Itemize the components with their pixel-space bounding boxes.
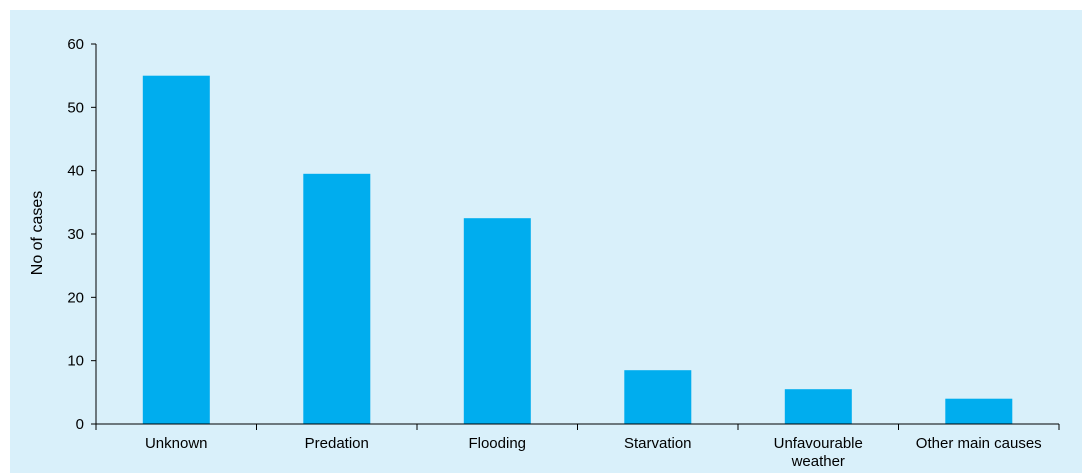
bar-other-main-causes <box>945 398 1013 424</box>
y-tick-label-60: 60 <box>67 36 84 53</box>
bar-flooding <box>463 218 531 424</box>
x-ticks: Unknown Predation Flooding Starvation Unfavo… <box>95 424 1060 470</box>
y-tick-label-40: 40 <box>67 163 84 180</box>
bar-predation <box>303 173 371 424</box>
x-tick-label-unknown: Unknown <box>145 435 208 452</box>
x-tick-label-other-main-causes: Other main causes <box>916 435 1042 452</box>
x-tick-label-unfavourable-weather: Unfavourable weather <box>774 435 863 470</box>
y-tick-label-0: 0 <box>76 416 84 433</box>
bar-starvation <box>624 370 692 424</box>
bars-layer <box>142 75 1013 424</box>
y-tick-label-30: 30 <box>67 226 84 243</box>
axes-layer <box>95 44 1059 425</box>
x-tick-label-starvation: Starvation <box>624 435 692 452</box>
y-tick-label-20: 20 <box>67 289 84 306</box>
y-axis-label: No of cases <box>29 191 46 275</box>
y-tick-label-10: 10 <box>67 353 84 370</box>
bar-unfavourable-weather <box>784 389 852 424</box>
y-ticks: 0 10 20 30 40 50 60 <box>67 36 96 433</box>
bar-unknown <box>142 75 210 424</box>
x-tick-label-predation: Predation <box>305 435 369 452</box>
y-tick-label-50: 50 <box>67 99 84 116</box>
x-tick-label-flooding: Flooding <box>468 435 526 452</box>
